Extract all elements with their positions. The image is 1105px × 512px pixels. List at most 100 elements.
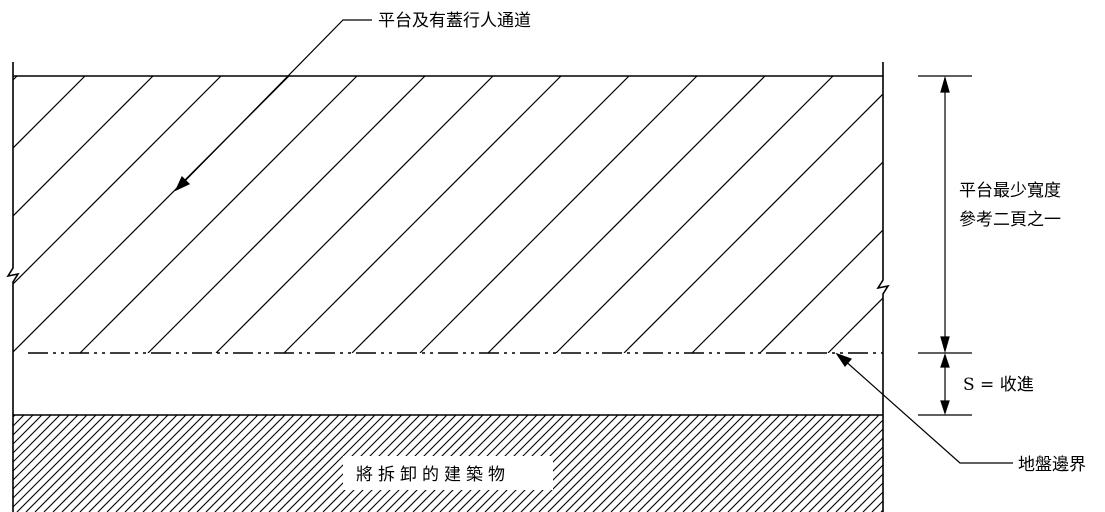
hatch-line	[13, 76, 86, 149]
demolish-label-plate	[343, 456, 553, 490]
arrowhead-icon	[940, 336, 950, 354]
podium-leader-line	[179, 19, 372, 187]
hatch-line	[16, 415, 115, 512]
hatch-line	[628, 415, 727, 512]
hatch-line	[106, 415, 205, 512]
hatch-line	[133, 415, 232, 512]
hatch-line	[664, 415, 763, 512]
hatch-line	[232, 415, 331, 512]
hatch-line	[283, 76, 562, 353]
hatch-line	[673, 415, 772, 512]
hatch-line	[808, 437, 883, 512]
hatch-line	[268, 415, 367, 512]
hatch-line	[215, 76, 494, 353]
hatch-line	[277, 415, 376, 512]
hatch-line	[13, 415, 34, 436]
hatch-line	[13, 415, 97, 499]
hatch-line	[646, 415, 745, 512]
hatch-line	[13, 415, 70, 472]
hatch-line	[601, 415, 700, 512]
hatch-line	[52, 415, 151, 512]
hatch-line	[142, 415, 241, 512]
hatch-line	[487, 76, 766, 353]
hatch-line	[691, 415, 790, 512]
hatch-line	[115, 415, 214, 512]
hatch-line	[250, 415, 349, 512]
hatch-line	[223, 415, 322, 512]
hatch-line	[637, 415, 736, 512]
hatch-line	[511, 415, 610, 512]
hatch-line	[151, 415, 250, 512]
setback-label: S = 收進	[963, 375, 1034, 395]
boundary-leader-line	[842, 358, 1013, 464]
hatch-line	[772, 415, 871, 512]
arrowhead-icon	[835, 352, 853, 367]
hatch-line	[655, 415, 754, 512]
hatch-line	[745, 415, 844, 512]
hatch-line	[790, 419, 883, 512]
hatch-line	[827, 297, 883, 353]
hatch-line	[205, 415, 304, 512]
hatch-line	[79, 415, 178, 512]
min-width-label-line2: 參考二頁之一	[959, 210, 1061, 230]
hatch-line	[79, 76, 358, 353]
hatch-line	[781, 415, 880, 512]
right-break-line	[876, 62, 890, 512]
hatch-line	[13, 415, 106, 508]
hatch-line	[718, 415, 817, 512]
hatch-line	[835, 464, 883, 512]
hatch-line	[592, 415, 691, 512]
hatch-line	[538, 415, 637, 512]
arrowhead-icon	[940, 400, 950, 415]
hatch-line	[862, 491, 883, 512]
site-boundary-label: 地盤邊界	[1018, 455, 1086, 475]
hatch-line	[97, 415, 196, 512]
hatch-line	[13, 415, 52, 454]
hatch-line	[286, 415, 385, 512]
hatch-line	[419, 76, 698, 353]
demolish-building-label: 將拆卸的建築物	[356, 465, 510, 485]
hatch-line	[13, 415, 61, 463]
arrowhead-icon	[174, 175, 191, 192]
hatch-line	[583, 415, 682, 512]
hatch-line	[147, 76, 426, 353]
hatch-line	[556, 415, 655, 512]
hatch-line	[555, 76, 834, 353]
hatch-line	[13, 415, 79, 481]
hatch-line	[754, 415, 853, 512]
hatch-line	[871, 500, 883, 512]
hatch-line	[619, 415, 718, 512]
hatch-line	[259, 415, 358, 512]
left-break-line	[6, 62, 20, 512]
hatch-line	[763, 415, 862, 512]
hatch-line	[43, 415, 142, 512]
hatch-line	[187, 415, 286, 512]
podium-walkway-label: 平台及有蓋行人通道	[378, 11, 531, 31]
hatch-line	[691, 161, 883, 353]
hatch-line	[13, 76, 154, 217]
hatch-line	[169, 415, 268, 512]
hatch-line	[178, 415, 277, 512]
hatch-line	[623, 93, 883, 353]
hatch-line	[13, 415, 88, 490]
arrowhead-icon	[940, 75, 950, 93]
hatch-line	[826, 455, 883, 512]
hatch-line	[759, 229, 883, 353]
hatch-line	[799, 428, 883, 512]
hatch-line	[565, 415, 664, 512]
podium-hatch	[13, 76, 883, 353]
hatch-line	[13, 415, 43, 445]
hatch-line	[817, 446, 883, 512]
hatch-line	[682, 415, 781, 512]
hatch-line	[736, 415, 835, 512]
hatch-line	[574, 415, 673, 512]
hatch-line	[214, 415, 313, 512]
hatch-line	[196, 415, 295, 512]
hatch-line	[0, 415, 6, 512]
hatch-line	[700, 415, 799, 512]
hatch-line	[351, 76, 630, 353]
hatch-line	[34, 415, 133, 512]
hatch-line	[709, 415, 808, 512]
hatch-line	[88, 415, 187, 512]
